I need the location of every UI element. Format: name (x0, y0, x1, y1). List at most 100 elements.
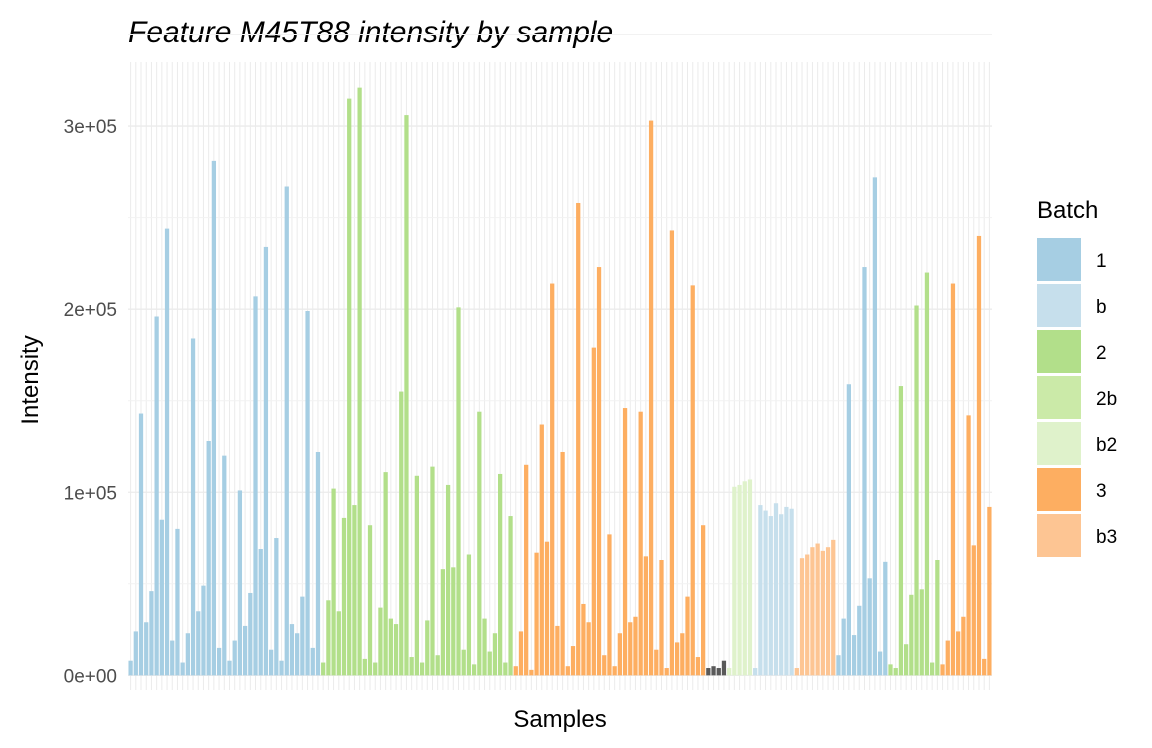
bar (201, 585, 206, 676)
legend-label: b2 (1096, 435, 1117, 456)
bar (898, 386, 904, 676)
bar (773, 503, 779, 676)
bar (211, 160, 217, 676)
bar (831, 539, 836, 676)
bar (227, 660, 232, 676)
bar (805, 554, 810, 676)
bar (914, 305, 919, 676)
y-axis-title: Intensity (17, 335, 44, 424)
bar (706, 668, 711, 676)
bar (674, 642, 680, 676)
legend-key (1037, 238, 1081, 281)
bar (846, 384, 852, 676)
bar (903, 644, 909, 676)
bar (737, 484, 742, 676)
bar (253, 296, 258, 676)
bar (763, 510, 768, 676)
bar (695, 657, 701, 676)
bar (555, 625, 560, 676)
bar (893, 668, 898, 676)
bar (414, 475, 420, 676)
bar (524, 464, 529, 676)
bar (919, 589, 924, 676)
legend-key (1037, 330, 1081, 373)
bar (976, 235, 982, 676)
bar (419, 662, 425, 676)
bar (758, 505, 763, 676)
bar (841, 618, 846, 676)
bar (248, 592, 253, 676)
bar (347, 98, 352, 676)
bar (836, 655, 841, 676)
bar (716, 668, 721, 676)
bar (971, 545, 976, 676)
bar (190, 338, 196, 676)
bar (940, 664, 945, 676)
bar (232, 640, 237, 676)
bar (180, 662, 185, 676)
bar (128, 660, 133, 676)
bar (518, 631, 524, 676)
bar (425, 620, 430, 676)
bar (341, 517, 347, 676)
bar (461, 649, 466, 676)
bar (534, 552, 539, 676)
bar (867, 578, 872, 676)
bar (862, 267, 867, 676)
bar (471, 664, 477, 676)
x-axis-title: Samples (513, 706, 606, 733)
bar (138, 413, 144, 676)
bar (268, 649, 274, 676)
bar (357, 87, 362, 676)
bar (539, 424, 544, 676)
bar (669, 230, 675, 676)
bar (170, 640, 175, 676)
bar (222, 455, 227, 676)
bar (289, 624, 295, 676)
bar (284, 186, 289, 676)
bar (779, 514, 784, 676)
bar (643, 556, 649, 676)
bar (451, 567, 456, 676)
bar (930, 662, 935, 676)
bar (445, 484, 451, 676)
bar (185, 633, 190, 676)
legend-label: 3 (1096, 481, 1107, 502)
bar (700, 525, 706, 676)
bar (477, 411, 482, 676)
legend-label: 2b (1096, 389, 1117, 410)
bar (393, 624, 399, 676)
bar (149, 591, 154, 676)
bar (685, 596, 690, 676)
bar (727, 668, 732, 676)
bar (482, 618, 487, 676)
bar (216, 647, 222, 676)
bar (310, 647, 315, 676)
bar (877, 651, 883, 676)
bar (956, 631, 961, 676)
bar (586, 622, 591, 676)
bar (935, 560, 940, 676)
bar (680, 633, 685, 676)
y-tick-label: 0e+00 (64, 666, 117, 687)
bar (388, 618, 393, 676)
chart-title: Feature M45T88 intensity by sample (128, 16, 613, 49)
bar (315, 451, 321, 676)
bar (456, 307, 461, 676)
bar (242, 625, 248, 676)
bar (628, 622, 633, 676)
bar (492, 633, 498, 676)
bar (550, 283, 555, 676)
bar (237, 490, 243, 676)
bar (799, 558, 805, 676)
y-tick-label: 2e+05 (64, 300, 117, 321)
bar (513, 666, 518, 676)
bar (794, 668, 799, 676)
bar (784, 506, 789, 676)
bar (144, 622, 149, 676)
bar (430, 466, 435, 676)
bar (321, 662, 326, 676)
bar (987, 506, 992, 676)
bar (581, 603, 586, 676)
